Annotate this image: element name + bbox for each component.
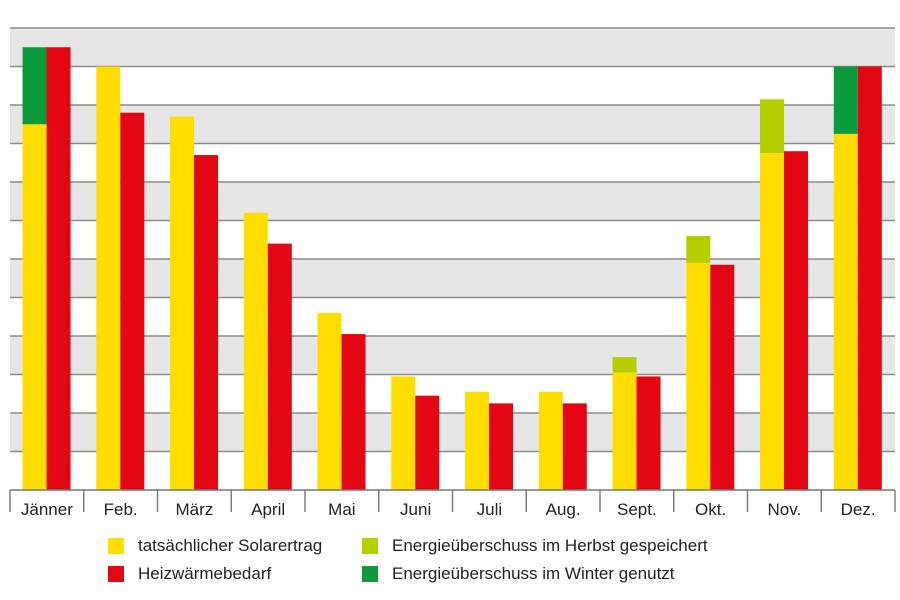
legend: tatsächlicher Solarertrag Heizwärmebedar…: [0, 530, 900, 590]
x-axis: [9, 489, 896, 512]
x-tick-label: März: [175, 500, 213, 519]
x-tick-label: Feb.: [104, 500, 138, 519]
gridlines: [10, 27, 895, 453]
bar: [170, 116, 195, 491]
bar: [562, 403, 587, 490]
legend-swatch: [108, 566, 124, 582]
grid-band: [10, 413, 895, 452]
x-tick-label: Aug.: [546, 500, 581, 519]
bar: [710, 264, 735, 490]
bars: [22, 47, 882, 491]
bar: [96, 66, 121, 490]
bar: [267, 243, 292, 490]
x-tick-labels: Jänner Feb. März April Mai Juni Juli Aug. Sept. O…: [21, 500, 876, 519]
x-tick-label: Juni: [400, 500, 431, 519]
chart: Jänner Feb. März April Mai Juni Juli Aug. Sept. O…: [9, 27, 896, 519]
grid-bands: [10, 28, 895, 452]
legend-label: Energieüberschuss im Herbst gespeichert: [392, 536, 708, 555]
bar: [612, 357, 637, 373]
grid-band: [10, 105, 895, 144]
bar: [686, 235, 711, 263]
x-tick-label: April: [251, 500, 285, 519]
bar: [243, 212, 268, 491]
legend-item-solarertrag: tatsächlicher Solarertrag: [108, 536, 322, 556]
bar: [636, 376, 661, 490]
bar: [415, 395, 440, 490]
legend-label: Energieüberschuss im Winter genutzt: [392, 564, 675, 583]
bar: [391, 376, 416, 490]
bar: [612, 372, 637, 490]
x-tick-label: Sept.: [617, 500, 657, 519]
bar: [194, 155, 219, 491]
grid-band: [10, 259, 895, 298]
bar: [833, 133, 858, 490]
grid-band: [10, 336, 895, 375]
bar: [120, 112, 145, 490]
bar: [760, 99, 785, 154]
legend-item-herbst-gespeichert: Energieüberschuss im Herbst gespeichert: [362, 536, 708, 556]
legend-item-winter-genutzt: Energieüberschuss im Winter genutzt: [362, 564, 675, 584]
bar: [686, 262, 711, 490]
bar: [538, 391, 563, 490]
legend-swatch: [362, 538, 378, 554]
bar: [760, 153, 785, 490]
legend-item-heizwaermebedarf: Heizwärmebedarf: [108, 564, 271, 584]
x-tick-label: Juli: [477, 500, 503, 519]
legend-label: tatsächlicher Solarertrag: [138, 536, 323, 555]
bar: [784, 151, 809, 490]
legend-swatch: [362, 566, 378, 582]
legend-swatch: [108, 538, 124, 554]
bar: [22, 124, 47, 490]
x-tick-label: Jänner: [21, 500, 73, 519]
x-tick-label: Dez.: [841, 500, 876, 519]
bar: [341, 334, 366, 490]
x-tick-label: Mai: [328, 500, 355, 519]
x-tick-label: Nov.: [768, 500, 802, 519]
bar: [465, 391, 490, 490]
legend-label: Heizwärmebedarf: [138, 564, 272, 583]
bar: [46, 47, 71, 490]
grid-band: [10, 182, 895, 221]
x-tick-label: Okt.: [695, 500, 726, 519]
bar: [489, 403, 514, 490]
grid-band: [10, 28, 895, 67]
bar: [857, 66, 882, 490]
bar: [317, 312, 342, 490]
bar: [22, 47, 47, 125]
bar: [833, 66, 858, 134]
